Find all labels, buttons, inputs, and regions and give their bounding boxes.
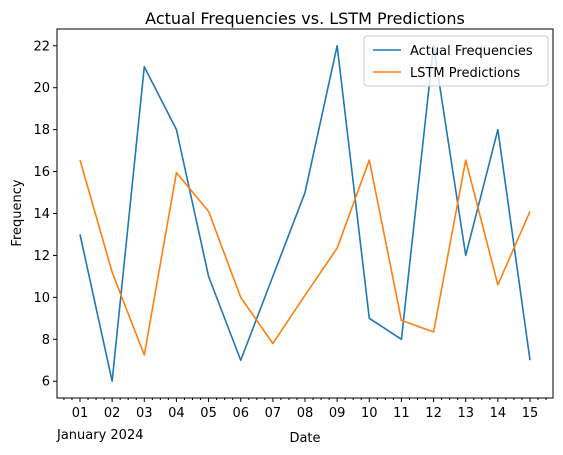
x-tick-label: 06 (232, 406, 249, 421)
x-tick-label: 13 (457, 406, 474, 421)
y-axis-label: Frequency (10, 179, 25, 246)
y-tick-label: 22 (33, 39, 50, 54)
legend-label: LSTM Predictions (410, 66, 520, 81)
x-tick-label: 12 (425, 406, 442, 421)
y-tick-label: 12 (33, 249, 50, 264)
x-axis-label: Date (289, 431, 320, 446)
x-tick-label: 15 (522, 406, 539, 421)
x-tick-label: 08 (297, 406, 314, 421)
series-lines (79, 44, 531, 383)
x-tick-label: 04 (168, 406, 185, 421)
x-tick-label: 11 (393, 406, 410, 421)
legend-box (363, 35, 549, 87)
y-tick-label: 20 (33, 81, 50, 96)
legend-label: Actual Frequencies (410, 44, 533, 59)
chart-title: Actual Frequencies vs. LSTM Predictions (145, 9, 465, 28)
y-tick-label: 18 (33, 123, 50, 138)
y-tick-label: 14 (33, 207, 50, 222)
series-line-actual (79, 44, 531, 383)
x-tick-label: 02 (104, 406, 121, 421)
y-tick-label: 16 (33, 165, 50, 180)
x-tick-label: 14 (490, 406, 507, 421)
x-tick-label: 01 (72, 406, 89, 421)
x-tick-label: 03 (136, 406, 153, 421)
x-axis-ticks: 01 02 03 04 05 06 07 08 09 10 11 12 13 14 15 (63, 398, 547, 421)
x-tick-label: 09 (329, 406, 346, 421)
legend: Actual Frequencies LSTM Predictions (363, 35, 549, 87)
y-tick-label: 8 (42, 333, 50, 348)
series-line-lstm (79, 159, 531, 356)
x-tick-label: 05 (200, 406, 217, 421)
x-tick-label: 10 (361, 406, 378, 421)
y-tick-label: 6 (42, 375, 50, 390)
x-tick-label: 07 (265, 406, 282, 421)
x-axis-offset-label: January 2024 (56, 428, 144, 443)
y-tick-label: 10 (33, 291, 50, 306)
y-axis-ticks: 6 8 10 12 14 16 18 20 22 (33, 39, 57, 390)
